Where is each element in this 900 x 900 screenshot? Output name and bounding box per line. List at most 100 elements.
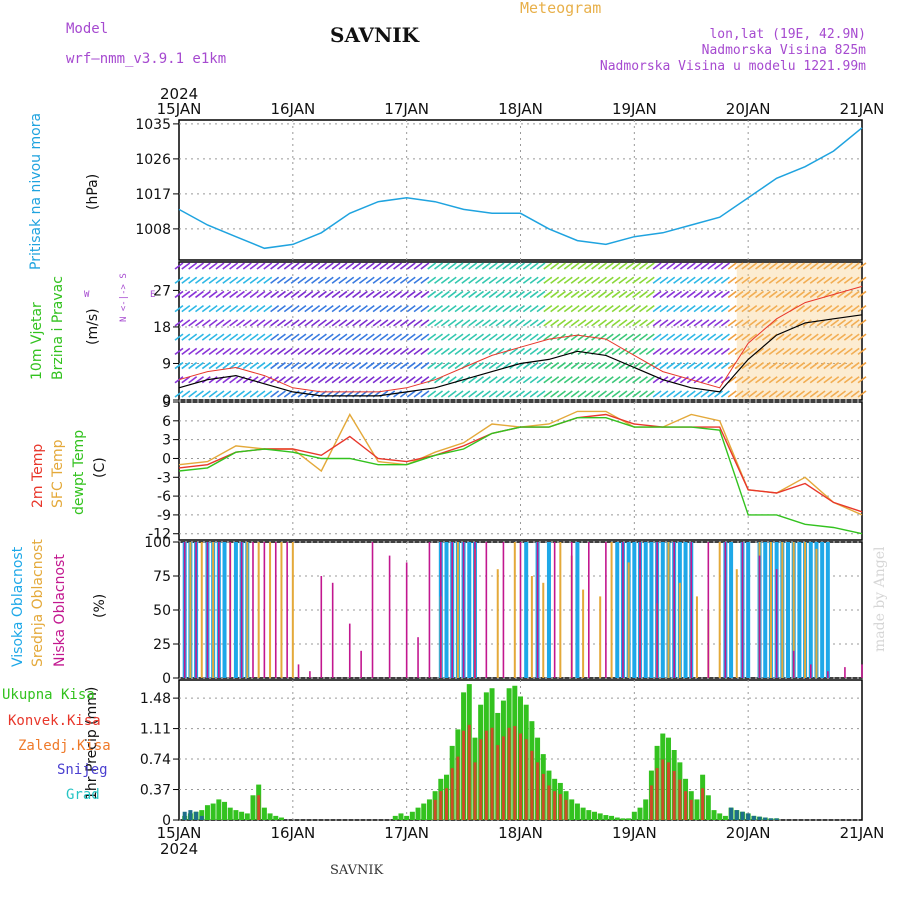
wind-barb xyxy=(761,305,771,313)
wind-barb xyxy=(440,347,450,355)
x-tick-label-bottom: 18JAN xyxy=(498,824,543,842)
x-tick-label-top: 20JAN xyxy=(726,100,771,118)
wind-barb xyxy=(809,390,819,398)
low-cloud-bar xyxy=(286,542,288,678)
wind-barb xyxy=(399,347,409,355)
wind-barb xyxy=(536,262,546,270)
wind-barb xyxy=(311,333,321,341)
precip-snow-bar xyxy=(734,810,739,820)
wind-barb xyxy=(577,333,587,341)
precip-convective-bar xyxy=(655,768,659,820)
wind-barb xyxy=(188,262,198,270)
wind-barb xyxy=(823,333,833,341)
wind-barb xyxy=(393,390,403,398)
mid-cloud-bar xyxy=(513,542,516,678)
wind-barb xyxy=(597,262,607,270)
year-top: 2024 xyxy=(160,85,198,103)
low-cloud-bar xyxy=(605,542,607,678)
wind-barb xyxy=(331,361,341,370)
low-cloud-bar xyxy=(274,542,277,678)
wind-barb xyxy=(468,305,478,313)
low-cloud-bar xyxy=(297,664,300,678)
wind-barb xyxy=(509,319,519,327)
low-cloud-bar xyxy=(656,542,658,678)
wind-barb xyxy=(734,290,744,299)
wind-barb xyxy=(666,262,676,270)
wind-barb xyxy=(440,290,450,299)
wind-barb xyxy=(611,262,621,270)
wind-barb xyxy=(345,305,355,313)
precip-total-bar xyxy=(261,807,267,820)
wind-barb xyxy=(522,276,532,284)
low-cloud-bar xyxy=(792,650,795,678)
wind-barb xyxy=(536,361,546,370)
wind-barb xyxy=(584,319,594,327)
wind-barb xyxy=(727,333,737,341)
wind-barb xyxy=(454,347,464,355)
wind-barb xyxy=(693,333,703,341)
wind-barb xyxy=(208,347,218,355)
wind-barb xyxy=(461,390,471,398)
wind-barb xyxy=(229,376,239,384)
wind-barb xyxy=(857,319,867,327)
wind-barb xyxy=(604,390,614,398)
wind-barb xyxy=(372,262,382,270)
temperature-panel xyxy=(178,410,863,535)
wind-barb xyxy=(188,319,198,327)
wind-barb xyxy=(393,333,403,341)
wind-barb xyxy=(700,376,710,384)
wind-barb xyxy=(652,290,662,299)
low-cloud-bar xyxy=(502,542,505,678)
low-cloud-bar xyxy=(451,542,453,678)
wind-barb xyxy=(195,319,204,327)
wind-barb xyxy=(714,290,724,299)
precip-snow-bar xyxy=(182,811,187,820)
wind-barb xyxy=(181,262,191,270)
wind-barb xyxy=(208,262,218,270)
wind-barb xyxy=(276,305,286,313)
wind-barb xyxy=(625,305,635,313)
wind-barb xyxy=(645,347,655,355)
wind-barb xyxy=(324,290,334,299)
wind-barb xyxy=(748,305,758,313)
wind-barb xyxy=(331,262,341,270)
wind-barb xyxy=(659,276,669,284)
precip-total-bar xyxy=(631,811,637,820)
wind-barb xyxy=(256,262,266,270)
wind-barb xyxy=(516,290,525,299)
wind-barb xyxy=(550,347,560,355)
wind-barb xyxy=(679,376,689,384)
precip-convective-bar xyxy=(445,788,449,820)
wind-barb xyxy=(413,276,423,284)
wind-barb xyxy=(283,361,293,370)
wind-barb xyxy=(796,376,806,384)
wind-barb xyxy=(420,319,430,327)
wind-barb xyxy=(345,290,355,299)
wind-barb xyxy=(331,305,341,313)
y-tick-label: 0 xyxy=(162,813,171,829)
wind-barb xyxy=(611,376,621,384)
wind-barb xyxy=(830,276,840,284)
wind-barb xyxy=(850,333,860,341)
wind-barb xyxy=(481,319,491,327)
wind-barb xyxy=(420,347,430,355)
wind-barb xyxy=(789,276,799,284)
wind-barb xyxy=(556,319,566,327)
wind-barb xyxy=(290,333,300,341)
wind-barb xyxy=(297,276,307,284)
wind-barb xyxy=(345,262,355,270)
wind-barb xyxy=(406,376,416,384)
wind-barb xyxy=(276,262,286,270)
wind-barb xyxy=(761,390,771,398)
wind-barb xyxy=(645,290,655,299)
wind-barb xyxy=(290,305,300,313)
precip-convective-bar xyxy=(501,736,505,820)
wind-barb xyxy=(235,390,245,398)
wind-barb xyxy=(522,361,532,370)
wind-barb xyxy=(249,347,259,355)
wind-barb xyxy=(393,347,403,355)
wind-barb xyxy=(659,361,669,370)
wind-barb xyxy=(577,319,587,327)
wind-barb xyxy=(761,262,771,270)
precip-snow-bar xyxy=(194,811,199,820)
